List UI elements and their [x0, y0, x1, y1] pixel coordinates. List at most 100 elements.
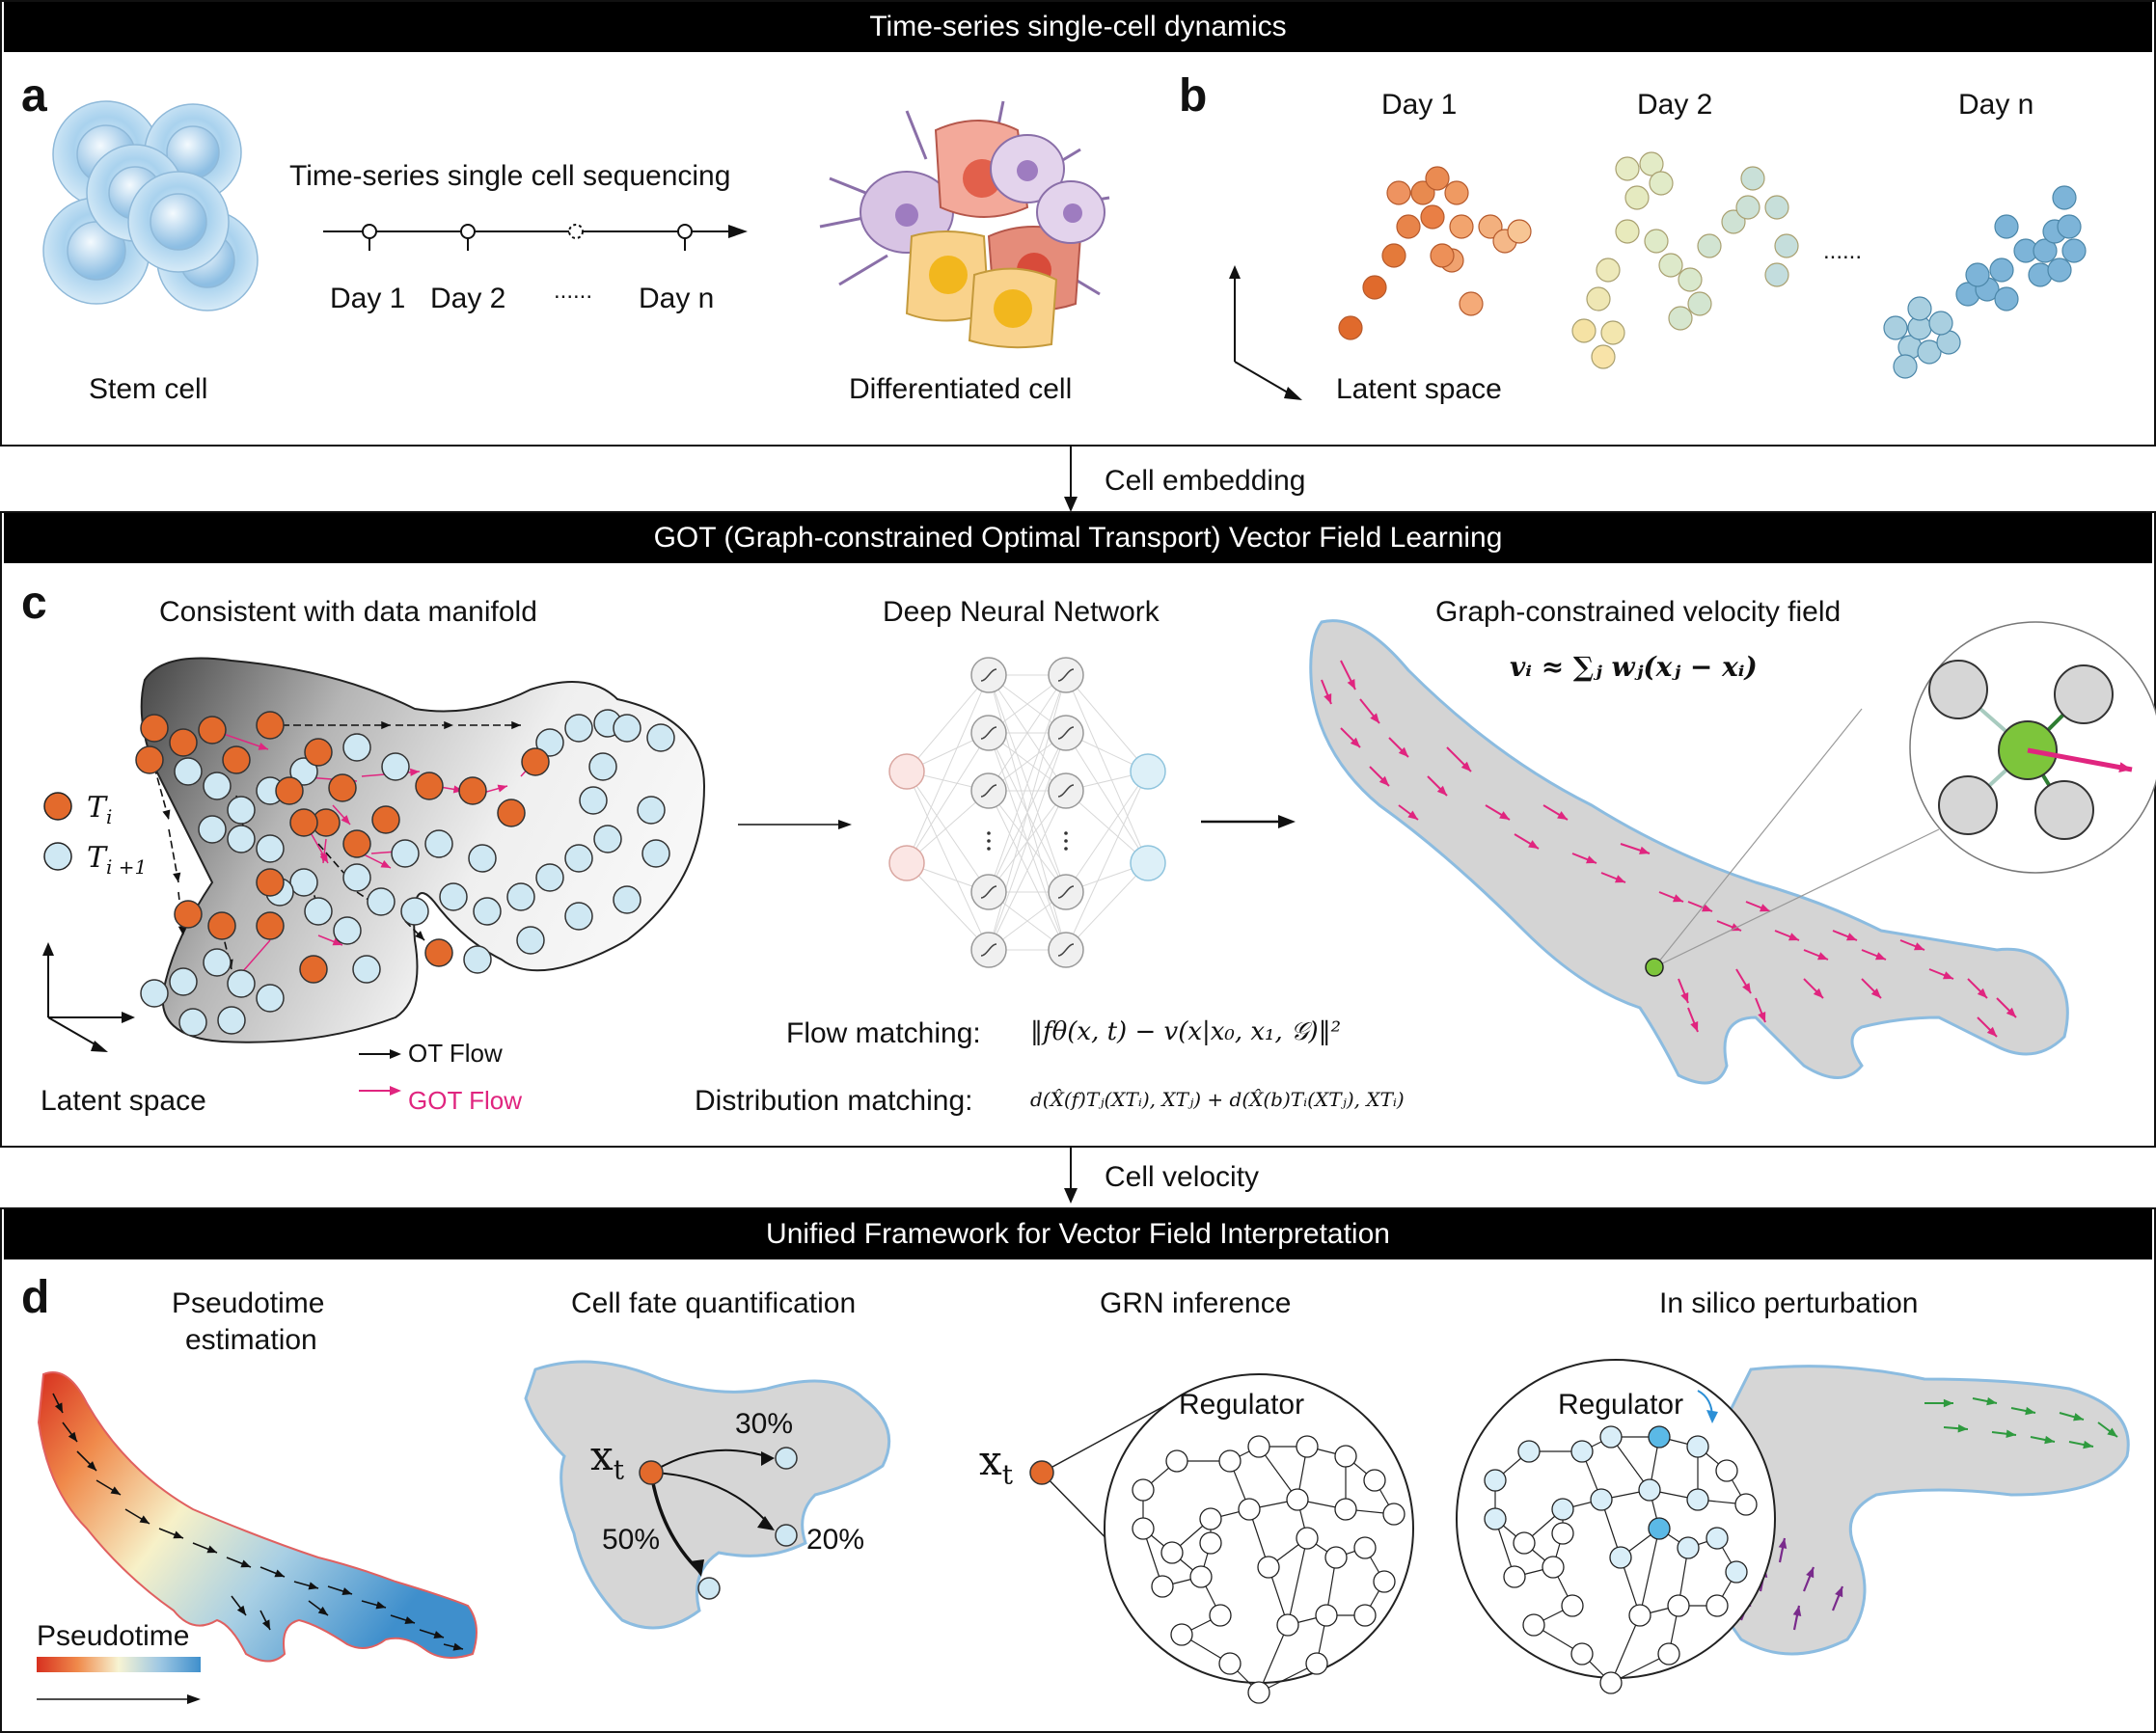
grn-node — [1590, 1488, 1613, 1511]
nn-activation — [1057, 726, 1075, 740]
grn-regulator-label: Regulator — [1179, 1389, 1305, 1421]
manifold-title: Consistent with data manifold — [159, 596, 537, 628]
grn-network — [1029, 1373, 1414, 1704]
perturb-green-arrow-head — [1957, 1423, 1968, 1433]
cell-t-current — [299, 955, 328, 984]
pseudotime-arrow-head — [375, 1601, 386, 1610]
banner-top: Time-series single-cell dynamics — [4, 2, 2152, 52]
cell-t-current — [275, 776, 304, 805]
grn-xt-sub: t — [1001, 1458, 1013, 1491]
fate-xt-base: x — [590, 1432, 614, 1479]
nn-ellipsis — [1064, 839, 1068, 843]
legend-ti-base: T — [87, 791, 107, 825]
cell-t-next — [174, 757, 203, 786]
day2-cell — [1721, 209, 1746, 234]
grn-node — [1238, 1498, 1261, 1521]
ot-flow-arrow-head — [162, 809, 171, 820]
fate-target-cell — [775, 1524, 798, 1547]
grn-edge — [1258, 1624, 1289, 1693]
cell-t-next — [593, 825, 622, 853]
dayn-cell — [1965, 262, 1990, 287]
fate-shape — [524, 1360, 891, 1630]
cell-t-next — [637, 796, 666, 825]
cell-t-next — [198, 815, 227, 844]
inset-neighbor — [2034, 780, 2094, 840]
velocity-arrow-head — [1875, 952, 1886, 961]
grn-node — [1363, 1469, 1386, 1492]
velocity-arrow — [1064, 1148, 1078, 1204]
grn-edge — [1610, 1614, 1641, 1684]
grn-node — [1638, 1478, 1661, 1502]
dayn-cell — [1893, 354, 1918, 379]
fate-head-mid — [757, 1516, 775, 1530]
day2-cell — [1764, 262, 1789, 287]
dayn-cell — [2057, 214, 2082, 239]
day1-cell — [1478, 214, 1503, 239]
grn-edge — [1639, 1528, 1660, 1616]
grn-node — [1160, 1541, 1184, 1564]
grn-node — [1706, 1594, 1729, 1617]
velocity-arrow-head — [1378, 775, 1389, 786]
velocity-arrow-head — [1528, 840, 1539, 849]
cell-t-next — [227, 969, 256, 998]
day2-label: Day 2 — [1637, 89, 1713, 121]
nn-edge — [1065, 674, 1149, 864]
day2-cell — [1697, 233, 1722, 258]
perturb-purple-arrow-head — [1778, 1538, 1788, 1549]
cell-t-next — [217, 1006, 246, 1035]
grn-node — [1132, 1517, 1155, 1540]
grn-node — [1561, 1594, 1584, 1617]
embedding-arrow — [1064, 447, 1078, 512]
got-flow-label: GOT Flow — [408, 1086, 522, 1115]
nn-edge — [1065, 771, 1149, 951]
nn-activation — [1057, 784, 1075, 798]
stem-cell-cluster — [42, 100, 259, 311]
cell-t-next — [342, 733, 371, 762]
day2-cell — [1687, 291, 1712, 316]
day2-cell — [1596, 257, 1621, 283]
nn-input-node — [888, 753, 925, 790]
cell-t-next — [516, 926, 545, 955]
ot-flow-arrow-head — [511, 720, 521, 730]
nn-ellipsis — [1064, 831, 1068, 835]
got-flow-arrow-head — [497, 784, 507, 793]
legend-ti1-base: T — [87, 841, 107, 875]
grn-node — [1286, 1488, 1309, 1511]
pseudotime-shape — [37, 1371, 478, 1663]
latent-axes-c — [42, 942, 135, 1052]
cell-t-next — [227, 796, 256, 825]
day1-cell — [1362, 275, 1387, 300]
pseudotime-arrow-head — [308, 1582, 318, 1590]
grn-node — [1353, 1536, 1377, 1559]
nn-edge — [988, 674, 1067, 792]
nn-edge — [988, 732, 1067, 951]
perturbation-plot — [1456, 1359, 2130, 1694]
perturb-green-arrow-head — [2107, 1427, 2117, 1437]
pseudotime-arrow-head — [206, 1545, 217, 1554]
cell-fate-plot — [524, 1360, 891, 1630]
timeline-day2: Day 2 — [430, 283, 506, 314]
fate-start-cell — [639, 1460, 664, 1485]
dnn-title: Deep Neural Network — [883, 596, 1160, 628]
dayn-label: Day n — [1958, 89, 2034, 121]
day2-cell — [1591, 344, 1616, 369]
grn-node — [1628, 1604, 1651, 1627]
grn-node — [1373, 1570, 1396, 1593]
field-shape — [1309, 619, 2069, 1085]
day2-cell — [1639, 151, 1664, 176]
cell-t-next — [535, 863, 564, 892]
dayn-cell — [1907, 296, 1932, 321]
ot-flow-arrow-head — [173, 872, 181, 882]
grn-node — [1199, 1531, 1222, 1555]
nn-edge — [906, 771, 990, 893]
dayn-cell — [2033, 238, 2058, 263]
grn-node — [1382, 1503, 1405, 1526]
grn-node — [1599, 1671, 1623, 1694]
cell-t-next — [463, 945, 492, 974]
nn-activation — [1057, 885, 1075, 899]
flow-matching-formula: ‖fθ(x, t) − v(x|x₀, x₁, 𝒢)‖² — [1030, 1017, 1342, 1046]
nn-edge — [906, 674, 990, 772]
pseudotime-arrow-head — [236, 1605, 246, 1615]
velocity-arrow-head — [1846, 933, 1857, 941]
day1-cell — [1459, 291, 1484, 316]
